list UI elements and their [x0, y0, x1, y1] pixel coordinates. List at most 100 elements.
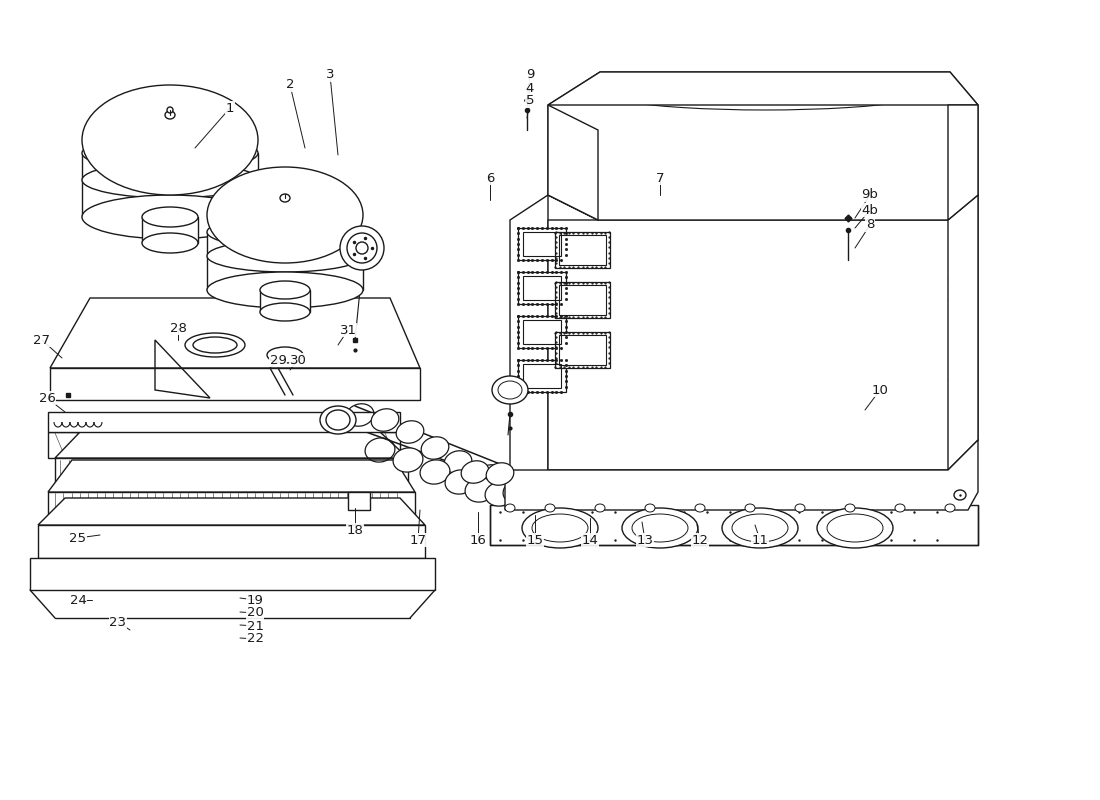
Ellipse shape — [492, 376, 528, 404]
Ellipse shape — [82, 135, 258, 171]
Ellipse shape — [954, 490, 966, 500]
Polygon shape — [207, 232, 363, 256]
Ellipse shape — [505, 504, 515, 512]
Polygon shape — [548, 105, 598, 220]
Ellipse shape — [476, 465, 504, 487]
Ellipse shape — [522, 508, 598, 548]
Ellipse shape — [486, 462, 514, 486]
Text: 3: 3 — [326, 69, 334, 82]
Polygon shape — [348, 492, 370, 510]
Polygon shape — [548, 195, 978, 470]
Polygon shape — [48, 492, 415, 525]
Text: 24: 24 — [69, 594, 87, 606]
Ellipse shape — [795, 504, 805, 512]
Ellipse shape — [207, 240, 363, 272]
Polygon shape — [505, 440, 978, 510]
Polygon shape — [55, 432, 408, 458]
Polygon shape — [39, 498, 425, 525]
Text: 23: 23 — [110, 615, 126, 629]
Text: 31: 31 — [340, 323, 356, 337]
Ellipse shape — [207, 216, 363, 248]
Ellipse shape — [621, 508, 698, 548]
Ellipse shape — [142, 233, 198, 253]
Ellipse shape — [326, 410, 350, 430]
Polygon shape — [490, 505, 978, 545]
Text: 26: 26 — [39, 391, 55, 405]
Ellipse shape — [396, 421, 424, 443]
Ellipse shape — [461, 461, 488, 483]
Ellipse shape — [645, 504, 654, 512]
Ellipse shape — [745, 504, 755, 512]
Text: 4b: 4b — [861, 203, 879, 217]
Polygon shape — [48, 460, 415, 492]
Ellipse shape — [167, 107, 173, 113]
Ellipse shape — [82, 162, 258, 198]
Ellipse shape — [520, 476, 550, 500]
Text: 28: 28 — [169, 322, 186, 334]
Polygon shape — [510, 195, 548, 495]
Ellipse shape — [260, 281, 310, 299]
Polygon shape — [518, 316, 567, 348]
Text: 30: 30 — [289, 354, 307, 366]
Ellipse shape — [722, 508, 798, 548]
Text: 20: 20 — [246, 606, 263, 619]
Polygon shape — [55, 458, 408, 492]
Polygon shape — [948, 105, 978, 220]
Polygon shape — [948, 195, 978, 470]
Ellipse shape — [420, 460, 450, 484]
Ellipse shape — [446, 470, 475, 494]
Text: 9: 9 — [526, 69, 535, 82]
Text: 7: 7 — [656, 171, 664, 185]
Ellipse shape — [320, 406, 356, 434]
Ellipse shape — [895, 504, 905, 512]
Ellipse shape — [817, 508, 893, 548]
Ellipse shape — [346, 233, 377, 263]
Text: 8: 8 — [866, 218, 874, 231]
Polygon shape — [50, 368, 420, 400]
Polygon shape — [82, 153, 258, 180]
Text: 29: 29 — [270, 354, 286, 366]
Ellipse shape — [465, 478, 495, 502]
Ellipse shape — [444, 450, 472, 474]
Text: 22: 22 — [246, 633, 264, 646]
Ellipse shape — [207, 272, 363, 308]
Ellipse shape — [371, 409, 399, 431]
Polygon shape — [548, 72, 978, 105]
Text: 27: 27 — [33, 334, 51, 346]
Text: 13: 13 — [637, 534, 653, 546]
Polygon shape — [30, 558, 434, 590]
Polygon shape — [556, 282, 610, 318]
Text: eurospares: eurospares — [211, 322, 405, 350]
Ellipse shape — [267, 347, 303, 363]
Text: 4: 4 — [526, 82, 535, 94]
Polygon shape — [518, 360, 567, 392]
Ellipse shape — [695, 504, 705, 512]
Ellipse shape — [207, 167, 363, 263]
Text: 1: 1 — [226, 102, 234, 114]
Ellipse shape — [421, 437, 449, 459]
Text: 11: 11 — [751, 534, 769, 546]
Ellipse shape — [595, 504, 605, 512]
Polygon shape — [50, 298, 420, 368]
Ellipse shape — [82, 195, 258, 239]
Polygon shape — [518, 272, 567, 304]
Text: 9b: 9b — [861, 189, 879, 202]
Polygon shape — [142, 217, 198, 243]
Text: 14: 14 — [582, 534, 598, 546]
Ellipse shape — [945, 504, 955, 512]
Ellipse shape — [82, 85, 258, 195]
Text: 18: 18 — [346, 523, 363, 537]
Ellipse shape — [845, 504, 855, 512]
Ellipse shape — [340, 226, 384, 270]
Ellipse shape — [485, 482, 515, 506]
Polygon shape — [548, 72, 978, 220]
Ellipse shape — [356, 242, 369, 254]
Text: 19: 19 — [246, 594, 263, 606]
Text: 12: 12 — [692, 534, 708, 546]
Text: 10: 10 — [871, 383, 889, 397]
Ellipse shape — [393, 448, 422, 472]
Text: eurospares: eurospares — [660, 466, 836, 494]
Ellipse shape — [142, 207, 198, 227]
Text: 2: 2 — [286, 78, 295, 91]
Ellipse shape — [503, 480, 532, 504]
